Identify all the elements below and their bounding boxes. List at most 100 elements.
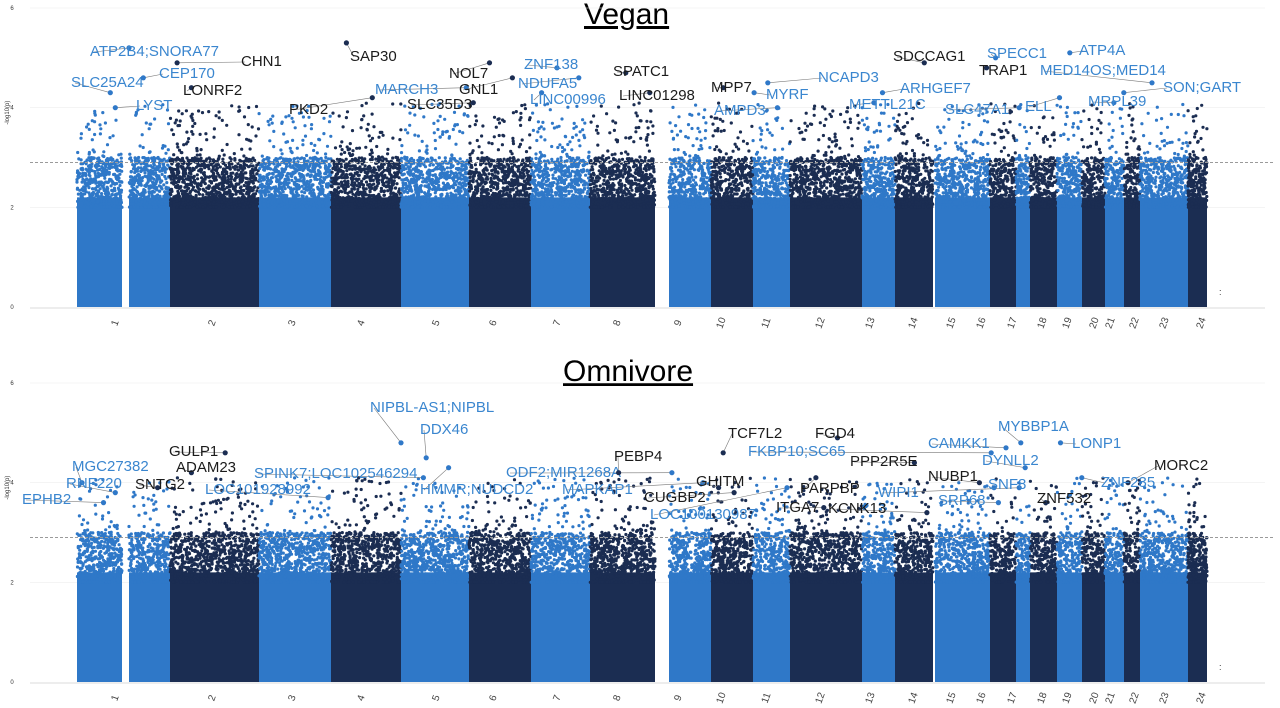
snp-point — [569, 185, 573, 189]
snp-point — [338, 144, 342, 148]
snp-point — [586, 186, 590, 190]
snp-point — [188, 159, 192, 163]
snp-point — [425, 184, 429, 189]
snp-point — [391, 102, 395, 106]
snp-point — [573, 163, 577, 167]
snp-point — [400, 156, 404, 160]
snp-point — [425, 144, 429, 148]
snp-point — [158, 165, 162, 169]
snp-point — [134, 161, 138, 165]
snp-point — [75, 187, 79, 191]
snp-point — [549, 205, 554, 209]
snp-point — [497, 133, 501, 138]
snp-point — [251, 203, 255, 207]
snp-point — [267, 163, 271, 167]
snp-point — [141, 156, 145, 160]
snp-point — [236, 168, 240, 172]
snp-point — [457, 166, 461, 171]
snp-point — [145, 202, 149, 206]
snp-point — [568, 140, 572, 144]
snp-point — [352, 185, 356, 189]
snp-point — [395, 175, 399, 179]
snp-point — [94, 180, 98, 184]
snp-point — [427, 194, 431, 198]
snp-point — [254, 166, 258, 170]
snp-point — [360, 199, 364, 203]
snp-point — [233, 185, 237, 189]
snp-point — [540, 190, 544, 194]
snp-point — [273, 205, 277, 209]
snp-point — [468, 141, 472, 145]
snp-point — [194, 189, 198, 193]
snp-point — [458, 186, 463, 190]
snp-point — [379, 172, 383, 176]
snp-point — [452, 176, 456, 180]
snp-point — [172, 167, 176, 171]
snp-point — [403, 189, 407, 193]
snp-point — [233, 205, 237, 209]
snp-point — [252, 174, 256, 178]
snp-point — [519, 203, 523, 207]
snp-point — [458, 195, 462, 199]
snp-point — [343, 186, 347, 190]
snp-point — [195, 205, 200, 209]
snp-point — [432, 131, 436, 135]
snp-point — [458, 182, 462, 186]
snp-point — [146, 158, 150, 162]
snp-point — [309, 127, 313, 131]
snp-point — [329, 205, 333, 209]
snp-point — [179, 205, 183, 209]
snp-point — [406, 131, 410, 135]
snp-point — [205, 138, 209, 142]
snp-point — [418, 172, 422, 176]
snp-point — [349, 172, 353, 176]
snp-point — [225, 170, 229, 174]
snp-point — [289, 149, 293, 153]
snp-point — [257, 190, 261, 194]
snp-point — [128, 157, 132, 161]
snp-point — [314, 199, 318, 203]
snp-point — [223, 163, 228, 167]
snp-point — [83, 178, 87, 182]
snp-point — [238, 177, 242, 182]
snp-point — [259, 179, 263, 183]
snp-point — [149, 122, 153, 126]
snp-point — [77, 197, 81, 201]
snp-point — [172, 182, 176, 186]
snp-point — [484, 177, 488, 181]
snp-point — [582, 163, 587, 167]
snp-point — [363, 176, 367, 180]
snp-point — [242, 195, 246, 199]
snp-point — [473, 170, 477, 174]
snp-point — [560, 145, 565, 150]
snp-point — [449, 197, 453, 201]
snp-point — [101, 173, 105, 177]
snp-point — [205, 192, 209, 196]
snp-point — [437, 197, 441, 202]
snp-point — [185, 156, 189, 160]
snp-point — [237, 105, 241, 109]
snp-point — [627, 136, 631, 140]
snp-point — [345, 145, 349, 149]
snp-point — [355, 146, 359, 150]
snp-point — [300, 164, 304, 168]
snp-point — [198, 153, 202, 157]
snp-point — [293, 205, 297, 209]
snp-point — [568, 200, 572, 204]
snp-point — [437, 167, 441, 171]
snp-point — [140, 179, 144, 183]
snp-point — [420, 139, 424, 143]
snp-point — [522, 179, 527, 183]
snp-point — [324, 155, 328, 160]
snp-point — [489, 188, 493, 192]
snp-point — [320, 200, 324, 204]
snp-point — [311, 164, 316, 168]
snp-point — [288, 197, 292, 201]
snp-point — [241, 176, 245, 180]
snp-point — [104, 165, 108, 169]
snp-point — [324, 164, 328, 168]
snp-point — [112, 187, 116, 191]
snp-point — [499, 189, 503, 193]
snp-point — [251, 194, 255, 198]
snp-point — [185, 205, 189, 209]
